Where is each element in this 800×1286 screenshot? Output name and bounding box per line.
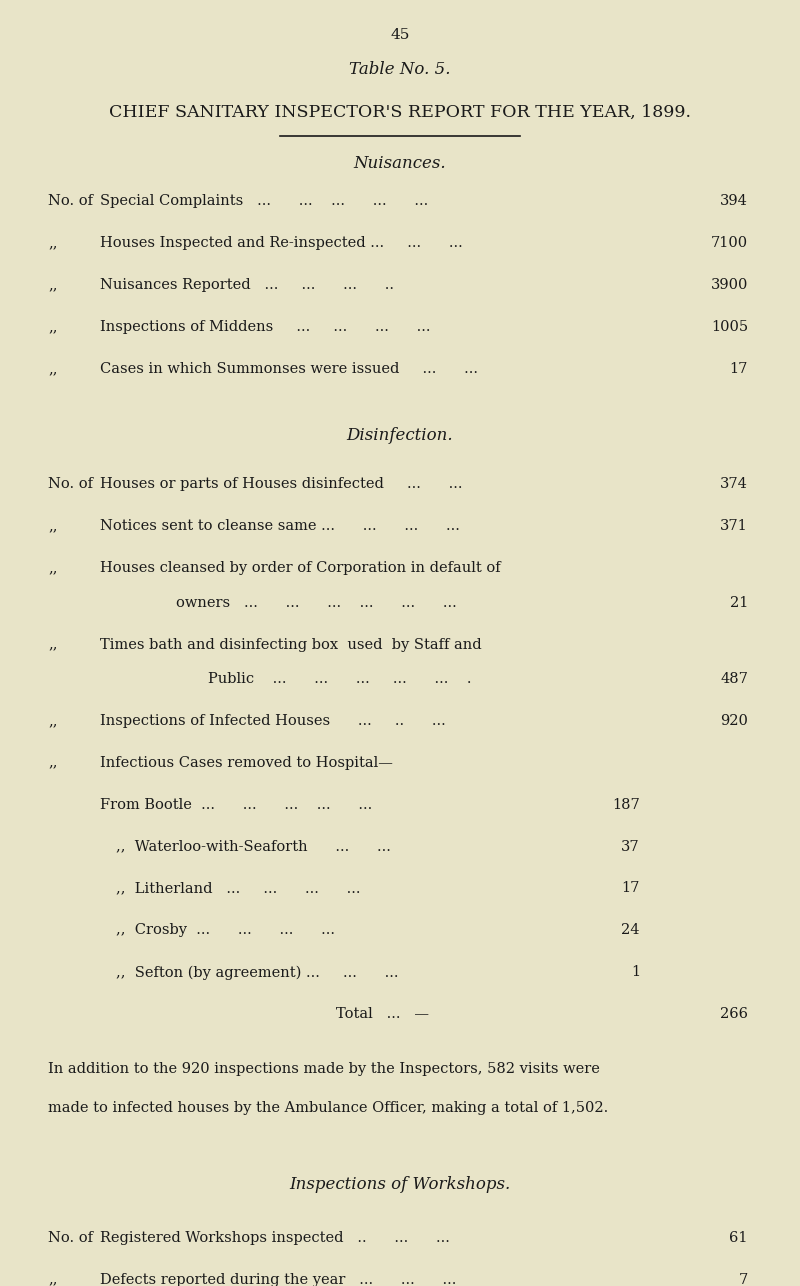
Text: 1005: 1005	[711, 320, 748, 334]
Text: No. of: No. of	[48, 194, 93, 208]
Text: ,,: ,,	[48, 756, 58, 770]
Text: Houses cleansed by order of Corporation in default of: Houses cleansed by order of Corporation …	[100, 561, 501, 575]
Text: From Bootle  ...      ...      ...    ...      ...: From Bootle ... ... ... ... ...	[100, 797, 372, 811]
Text: Times bath and disinfecting box  used  by Staff and: Times bath and disinfecting box used by …	[100, 638, 482, 652]
Text: CHIEF SANITARY INSPECTOR'S REPORT FOR THE YEAR, 1899.: CHIEF SANITARY INSPECTOR'S REPORT FOR TH…	[109, 104, 691, 121]
Text: 374: 374	[720, 477, 748, 491]
Text: ,,: ,,	[48, 638, 58, 652]
Text: Nuisances Reported   ...     ...      ...      ..: Nuisances Reported ... ... ... ..	[100, 278, 394, 292]
Text: 17: 17	[622, 881, 640, 895]
Text: ,,: ,,	[48, 361, 58, 376]
Text: Cases in which Summonses were issued     ...      ...: Cases in which Summonses were issued ...…	[100, 361, 478, 376]
Text: Public    ...      ...      ...     ...      ...    .: Public ... ... ... ... ... .	[208, 671, 471, 685]
Text: ,,: ,,	[48, 237, 58, 251]
Text: Inspections of Workshops.: Inspections of Workshops.	[290, 1177, 510, 1193]
Text: 37: 37	[622, 840, 640, 854]
Text: ,,: ,,	[48, 320, 58, 334]
Text: ,,: ,,	[48, 1273, 58, 1286]
Text: 394: 394	[720, 194, 748, 208]
Text: ,,  Waterloo-with-Seaforth      ...      ...: ,, Waterloo-with-Seaforth ... ...	[116, 840, 391, 854]
Text: 371: 371	[720, 520, 748, 534]
Text: 920: 920	[720, 714, 748, 728]
Text: 187: 187	[612, 797, 640, 811]
Text: Special Complaints   ...      ...    ...      ...      ...: Special Complaints ... ... ... ... ...	[100, 194, 428, 208]
Text: ,,: ,,	[48, 278, 58, 292]
Text: ,,: ,,	[48, 520, 58, 534]
Text: Defects reported during the year   ...      ...      ...: Defects reported during the year ... ...…	[100, 1273, 456, 1286]
Text: Registered Workshops inspected   ..      ...      ...: Registered Workshops inspected .. ... ..…	[100, 1231, 450, 1245]
Text: 7100: 7100	[711, 237, 748, 251]
Text: Houses or parts of Houses disinfected     ...      ...: Houses or parts of Houses disinfected ..…	[100, 477, 462, 491]
Text: 487: 487	[720, 671, 748, 685]
Text: No. of: No. of	[48, 1231, 93, 1245]
Text: 45: 45	[390, 28, 410, 42]
Text: 21: 21	[730, 595, 748, 610]
Text: ,,  Sefton (by agreement) ...     ...      ...: ,, Sefton (by agreement) ... ... ...	[116, 966, 398, 980]
Text: ,,  Litherland   ...     ...      ...      ...: ,, Litherland ... ... ... ...	[116, 881, 361, 895]
Text: 3900: 3900	[710, 278, 748, 292]
Text: Total   ...   —: Total ... —	[336, 1007, 429, 1021]
Text: owners   ...      ...      ...    ...      ...      ...: owners ... ... ... ... ... ...	[176, 595, 457, 610]
Text: 17: 17	[730, 361, 748, 376]
Text: Infectious Cases removed to Hospital—: Infectious Cases removed to Hospital—	[100, 756, 393, 770]
Text: Houses Inspected and Re-inspected ...     ...      ...: Houses Inspected and Re-inspected ... ..…	[100, 237, 462, 251]
Text: 266: 266	[720, 1007, 748, 1021]
Text: Nuisances.: Nuisances.	[354, 154, 446, 172]
Text: Inspections of Infected Houses      ...     ..      ...: Inspections of Infected Houses ... .. ..…	[100, 714, 446, 728]
Text: 1: 1	[631, 966, 640, 979]
Text: Notices sent to cleanse same ...      ...      ...      ...: Notices sent to cleanse same ... ... ...…	[100, 520, 460, 534]
Text: ,,: ,,	[48, 714, 58, 728]
Text: Inspections of Middens     ...     ...      ...      ...: Inspections of Middens ... ... ... ...	[100, 320, 430, 334]
Text: In addition to the 920 inspections made by the Inspectors, 582 visits were: In addition to the 920 inspections made …	[48, 1062, 600, 1076]
Text: ,,  Crosby  ...      ...      ...      ...: ,, Crosby ... ... ... ...	[116, 923, 335, 937]
Text: Table No. 5.: Table No. 5.	[350, 60, 450, 78]
Text: ,,: ,,	[48, 561, 58, 575]
Text: No. of: No. of	[48, 477, 93, 491]
Text: 24: 24	[622, 923, 640, 937]
Text: 61: 61	[730, 1231, 748, 1245]
Text: made to infected houses by the Ambulance Officer, making a total of 1,502.: made to infected houses by the Ambulance…	[48, 1101, 608, 1115]
Text: Disinfection.: Disinfection.	[346, 427, 454, 444]
Text: 7: 7	[738, 1273, 748, 1286]
